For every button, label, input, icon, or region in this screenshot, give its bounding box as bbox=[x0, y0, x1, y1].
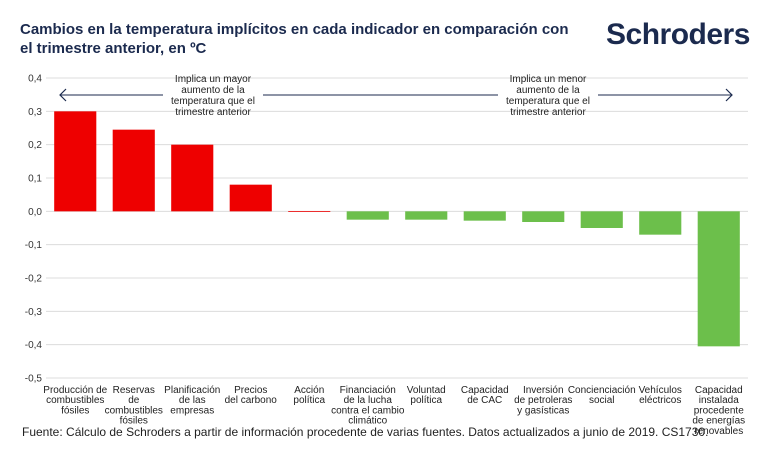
annotations: Implica un mayor aumento de la temperatura… bbox=[59, 74, 733, 118]
annotation-label-line: aumento de la bbox=[181, 85, 245, 96]
annotation-label-line: temperatura que el bbox=[171, 96, 255, 107]
category-label-line: Vehículos bbox=[639, 385, 682, 396]
category-label-line: Capacidad bbox=[695, 385, 743, 396]
category-label-line: instalada bbox=[699, 395, 739, 406]
category-label: Precios del carbono bbox=[225, 385, 278, 406]
category-label-line: Capacidad bbox=[461, 385, 509, 396]
bar bbox=[463, 211, 506, 221]
category-label: Reservas de combustibles fósiles bbox=[105, 385, 163, 427]
annotation-label-line: trimestre anterior bbox=[175, 107, 251, 118]
category-label-line: Reservas bbox=[113, 385, 155, 396]
bar bbox=[697, 211, 740, 347]
category-label-line: Inversión bbox=[523, 385, 564, 396]
left-arrow-icon bbox=[59, 88, 67, 102]
category-label: Voluntad política bbox=[407, 385, 446, 406]
category-label-line: contra el cambio bbox=[331, 405, 405, 416]
source-note: Fuente: Cálculo de Schroders a partir de… bbox=[22, 425, 709, 439]
category-label: Financiación de la lucha contra el cambio c… bbox=[331, 385, 405, 427]
category-label-line: Precios bbox=[234, 385, 267, 396]
y-tick-label: 0,2 bbox=[28, 140, 42, 151]
bar bbox=[229, 184, 272, 212]
y-tick-label: -0,1 bbox=[25, 240, 43, 251]
bar bbox=[54, 111, 97, 212]
bar-layer bbox=[54, 111, 740, 347]
category-label-line: renovables bbox=[694, 426, 743, 437]
category-label-line: Voluntad bbox=[407, 385, 446, 396]
chart-title: Cambios en la temperatura implícitos en … bbox=[20, 21, 569, 57]
annotation-label-line: temperatura que el bbox=[506, 96, 590, 107]
category-label: Planificación de las empresas bbox=[164, 385, 220, 416]
category-label-line: de CAC bbox=[467, 395, 502, 406]
annotation-label: Implica un menor aumento de la temperatura… bbox=[506, 74, 590, 118]
category-label-line: eléctricos bbox=[639, 395, 681, 406]
annotation-label-line: Implica un mayor bbox=[175, 74, 252, 85]
annotation-label-line: Implica un menor bbox=[510, 74, 587, 85]
schroders-logo: Schroders bbox=[606, 18, 750, 51]
category-label-line: política bbox=[410, 395, 442, 406]
y-tick-label: 0,0 bbox=[28, 207, 42, 218]
category-label-line: Acción bbox=[294, 385, 324, 396]
category-label: Producción de combustibles fósiles bbox=[43, 385, 107, 416]
category-label-line: combustibles bbox=[46, 395, 104, 406]
bar bbox=[580, 211, 623, 228]
category-label-line: Financiación bbox=[340, 385, 396, 396]
category-label-line: Concienciación bbox=[568, 385, 636, 396]
category-label: Capacidad de CAC bbox=[461, 385, 509, 406]
bar bbox=[639, 211, 682, 235]
x-axis-categories: Producción de combustibles fósilesReservas… bbox=[43, 385, 745, 437]
category-label-line: fósiles bbox=[61, 405, 89, 416]
y-tick-label: 0,4 bbox=[28, 74, 42, 85]
annotation-label-line: aumento de la bbox=[516, 85, 580, 96]
y-tick-label: -0,5 bbox=[25, 374, 43, 385]
category-label-line: climático bbox=[348, 416, 387, 427]
category-label: Inversión de petroleras y gasísticas bbox=[514, 385, 572, 416]
category-label-line: social bbox=[589, 395, 615, 406]
y-tick-label: 0,1 bbox=[28, 174, 42, 185]
annotation-label-line: trimestre anterior bbox=[510, 107, 586, 118]
category-label-line: procedente bbox=[694, 405, 744, 416]
category-label-line: de bbox=[128, 395, 140, 406]
y-tick-label: -0,2 bbox=[25, 274, 43, 285]
category-label-line: de la lucha bbox=[344, 395, 393, 406]
category-label: Concienciación social bbox=[568, 385, 636, 406]
category-label-line: de las bbox=[179, 395, 206, 406]
category-label: Capacidad instalada procedente de energías r… bbox=[692, 385, 745, 437]
bar bbox=[112, 129, 155, 212]
y-tick-label: -0,4 bbox=[25, 340, 43, 351]
bar bbox=[522, 211, 565, 222]
y-tick-label: -0,3 bbox=[25, 307, 43, 318]
category-label-line: política bbox=[293, 395, 325, 406]
category-label-line: combustibles bbox=[105, 405, 163, 416]
category-label: Acción política bbox=[293, 385, 325, 406]
right-arrow-icon bbox=[725, 88, 733, 102]
category-label-line: empresas bbox=[170, 405, 214, 416]
category-label-line: de energías bbox=[692, 416, 745, 427]
category-label-line: y gasísticas bbox=[517, 405, 569, 416]
category-label-line: de petroleras bbox=[514, 395, 572, 406]
y-tick-label: 0,3 bbox=[28, 107, 42, 118]
category-label-line: Producción de bbox=[43, 385, 107, 396]
annotation-label: Implica un mayor aumento de la temperatura… bbox=[171, 74, 255, 118]
grid-layer bbox=[46, 77, 748, 379]
bar bbox=[346, 211, 389, 220]
category-label-line: fósiles bbox=[120, 416, 148, 427]
bar bbox=[405, 211, 448, 220]
bar bbox=[171, 144, 214, 212]
y-axis-ticks: 0,4 0,3 0,2 0,1 0,0 -0,1 -0,2 -0,3 -0,4 -0,5 bbox=[25, 74, 43, 385]
category-label: Vehículos eléctricos bbox=[639, 385, 682, 406]
category-label-line: Planificación bbox=[164, 385, 220, 396]
category-label-line: del carbono bbox=[225, 395, 278, 406]
bar bbox=[288, 211, 331, 212]
